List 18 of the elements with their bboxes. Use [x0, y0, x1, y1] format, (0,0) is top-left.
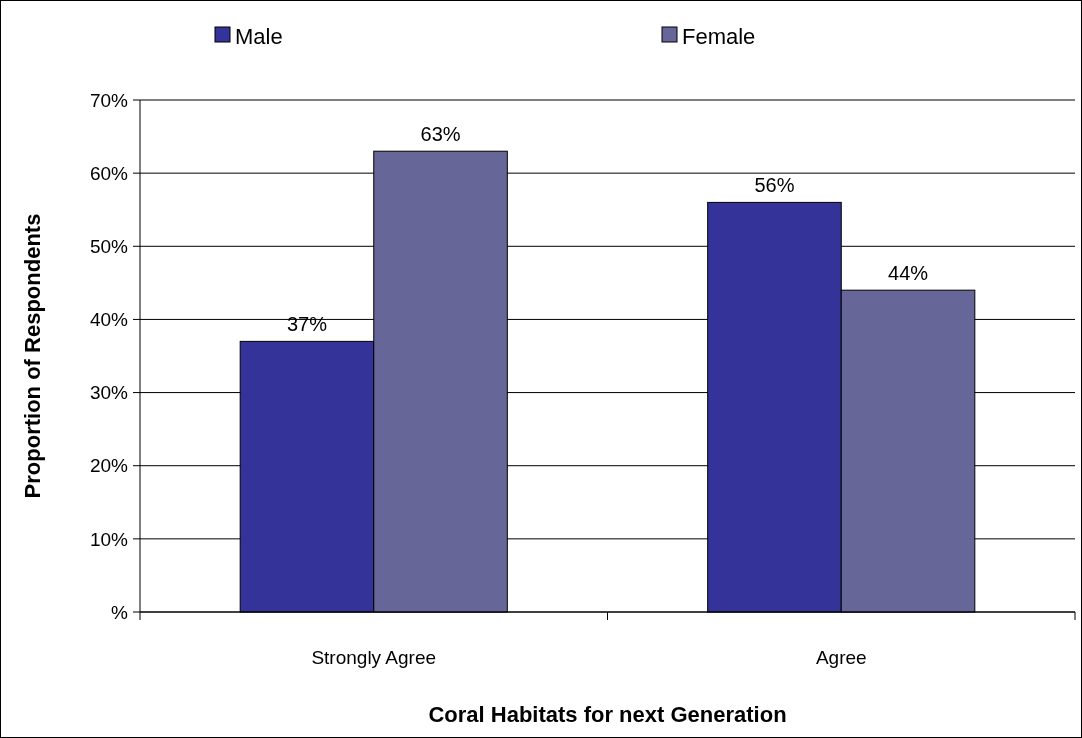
data-label: 37% — [286, 313, 328, 336]
x-tick-label: Strongly Agree — [311, 647, 437, 668]
x-tick-label: Agree — [815, 647, 867, 668]
data-label: 56% — [754, 174, 795, 197]
legend-label: Female — [682, 23, 756, 49]
y-tick-label: 10% — [89, 528, 129, 550]
data-label: 44% — [888, 262, 929, 285]
y-tick-label: 20% — [89, 455, 129, 477]
data-label: 63% — [420, 123, 461, 146]
y-axis-title: Proportion of Respondents — [20, 213, 45, 499]
x-axis-title: Coral Habitats for next Generation — [428, 702, 787, 727]
y-tick-label: % — [111, 601, 129, 623]
y-tick-label: 30% — [89, 382, 129, 404]
y-tick-label: 50% — [89, 235, 129, 257]
y-tick-label: 40% — [89, 309, 129, 331]
legend-label: Male — [235, 23, 283, 49]
y-tick-label: 70% — [89, 89, 129, 111]
y-tick-label: 60% — [89, 162, 129, 184]
